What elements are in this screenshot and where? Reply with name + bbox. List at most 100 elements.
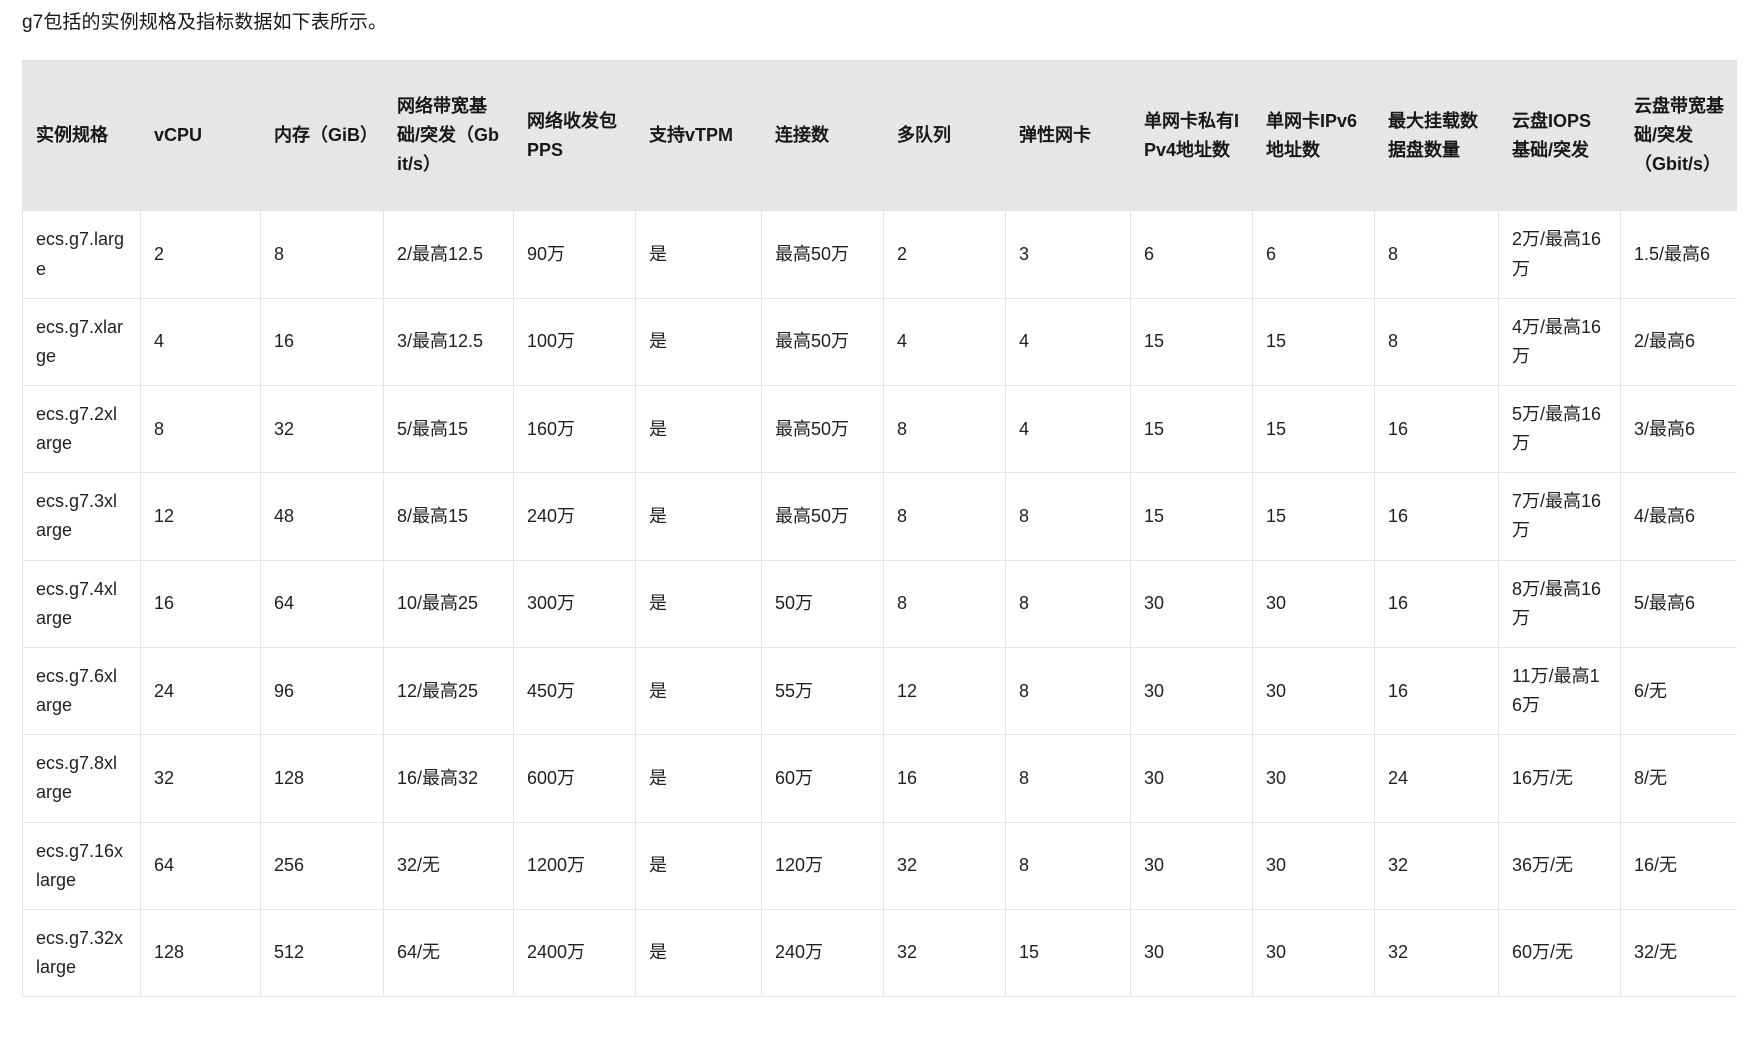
cell-vtpm-support: 是 xyxy=(635,821,762,910)
cell-disk-iops: 7万/最高16万 xyxy=(1498,472,1621,561)
cell-vcpu: 8 xyxy=(140,385,261,474)
column-header-multi-queue: 多队列 xyxy=(883,60,1006,212)
cell-connections: 60万 xyxy=(761,734,884,823)
cell-network-bandwidth: 8/最高15 xyxy=(383,472,514,561)
cell-instance-type: ecs.g7.3xlarge xyxy=(22,472,141,561)
column-header-network-pps: 网络收发包PPS xyxy=(513,60,636,212)
cell-vtpm-support: 是 xyxy=(635,210,762,299)
cell-vtpm-support: 是 xyxy=(635,472,762,561)
cell-elastic-nic: 8 xyxy=(1005,734,1131,823)
cell-vtpm-support: 是 xyxy=(635,385,762,474)
cell-max-data-disks: 16 xyxy=(1374,472,1499,561)
cell-ipv6-per-nic: 30 xyxy=(1252,646,1375,736)
cell-disk-bandwidth: 16/无 xyxy=(1620,821,1737,910)
cell-multi-queue: 4 xyxy=(883,297,1006,387)
table-body: ecs.g7.large 2 8 2/最高12.5 90万是最高50万 2 3 6 6 8 2万/最… xyxy=(22,210,1737,998)
table-header: 实例规格 vCPU 内存（GiB） 网络带宽基础/突发（Gbit/s） 网络收发… xyxy=(22,60,1737,212)
cell-disk-iops: 16万/无 xyxy=(1498,734,1621,823)
cell-network-bandwidth: 12/最高25 xyxy=(383,646,514,736)
cell-vtpm-support: 是 xyxy=(635,646,762,736)
table-row: ecs.g7.xlarge 4 16 3/最高12.5 100万是最高50万 4 4 15 15… xyxy=(22,297,1737,387)
cell-connections: 最高50万 xyxy=(761,297,884,387)
cell-ipv6-per-nic: 15 xyxy=(1252,472,1375,561)
cell-ipv6-per-nic: 15 xyxy=(1252,385,1375,474)
table-row: ecs.g7.32xlarge 128 512 64/无 2400万是 240万 32 15 3… xyxy=(22,908,1737,998)
cell-vtpm-support: 是 xyxy=(635,734,762,823)
cell-vcpu: 24 xyxy=(140,646,261,736)
table-row: ecs.g7.8xlarge 32 128 16/最高32 600万是 60万 16 8 30 3… xyxy=(22,734,1737,823)
cell-connections: 55万 xyxy=(761,646,884,736)
cell-ipv4-per-nic: 30 xyxy=(1130,821,1253,910)
column-header-connections: 连接数 xyxy=(761,60,884,212)
cell-ipv4-per-nic: 6 xyxy=(1130,210,1253,299)
cell-vcpu: 16 xyxy=(140,559,261,648)
intro-paragraph: g7包括的实例规格及指标数据如下表所示。 xyxy=(22,12,388,33)
cell-network-pps: 1200万 xyxy=(513,821,636,910)
cell-vcpu: 64 xyxy=(140,821,261,910)
cell-memory: 32 xyxy=(260,385,384,474)
table-header-row: 实例规格 vCPU 内存（GiB） 网络带宽基础/突发（Gbit/s） 网络收发… xyxy=(22,60,1737,212)
cell-memory: 64 xyxy=(260,559,384,648)
cell-ipv6-per-nic: 30 xyxy=(1252,821,1375,910)
cell-ipv6-per-nic: 30 xyxy=(1252,734,1375,823)
cell-network-bandwidth: 5/最高15 xyxy=(383,385,514,474)
cell-vcpu: 128 xyxy=(140,908,261,998)
cell-elastic-nic: 8 xyxy=(1005,559,1131,648)
cell-ipv6-per-nic: 30 xyxy=(1252,559,1375,648)
cell-multi-queue: 32 xyxy=(883,821,1006,910)
cell-disk-bandwidth: 1.5/最高6 xyxy=(1620,210,1737,299)
cell-memory: 512 xyxy=(260,908,384,998)
column-header-memory: 内存（GiB） xyxy=(260,60,384,212)
cell-vtpm-support: 是 xyxy=(635,297,762,387)
cell-vcpu: 32 xyxy=(140,734,261,823)
cell-network-pps: 90万 xyxy=(513,210,636,299)
cell-disk-bandwidth: 5/最高6 xyxy=(1620,559,1737,648)
cell-disk-bandwidth: 3/最高6 xyxy=(1620,385,1737,474)
cell-disk-iops: 11万/最高16万 xyxy=(1498,646,1621,736)
cell-disk-iops: 8万/最高16万 xyxy=(1498,559,1621,648)
column-header-disk-iops: 云盘IOPS基础/突发 xyxy=(1498,60,1621,212)
cell-elastic-nic: 3 xyxy=(1005,210,1131,299)
cell-memory: 256 xyxy=(260,821,384,910)
cell-max-data-disks: 16 xyxy=(1374,385,1499,474)
cell-connections: 最高50万 xyxy=(761,472,884,561)
cell-disk-bandwidth: 8/无 xyxy=(1620,734,1737,823)
cell-disk-bandwidth: 4/最高6 xyxy=(1620,472,1737,561)
table-row: ecs.g7.6xlarge 24 96 12/最高25 450万是 55万 12 8 30 30… xyxy=(22,646,1737,736)
column-header-ipv6-per-nic: 单网卡IPv6地址数 xyxy=(1252,60,1375,212)
column-header-max-data-disks: 最大挂载数据盘数量 xyxy=(1374,60,1499,212)
cell-ipv4-per-nic: 30 xyxy=(1130,559,1253,648)
cell-elastic-nic: 8 xyxy=(1005,646,1131,736)
instance-spec-table: 实例规格 vCPU 内存（GiB） 网络带宽基础/突发（Gbit/s） 网络收发… xyxy=(22,60,1737,998)
cell-memory: 8 xyxy=(260,210,384,299)
cell-max-data-disks: 32 xyxy=(1374,908,1499,998)
cell-instance-type: ecs.g7.4xlarge xyxy=(22,559,141,648)
column-header-elastic-nic: 弹性网卡 xyxy=(1005,60,1131,212)
cell-elastic-nic: 15 xyxy=(1005,908,1131,998)
table-row: ecs.g7.2xlarge 8 32 5/最高15 160万是最高50万 8 4 15 15 1… xyxy=(22,385,1737,474)
cell-elastic-nic: 8 xyxy=(1005,472,1131,561)
cell-ipv4-per-nic: 30 xyxy=(1130,734,1253,823)
column-header-vtpm-support: 支持vTPM xyxy=(635,60,762,212)
table-row: ecs.g7.16xlarge 64 256 32/无 1200万是 120万 32 8 30 3… xyxy=(22,821,1737,910)
cell-disk-iops: 5万/最高16万 xyxy=(1498,385,1621,474)
cell-network-bandwidth: 32/无 xyxy=(383,821,514,910)
cell-ipv6-per-nic: 6 xyxy=(1252,210,1375,299)
cell-network-pps: 100万 xyxy=(513,297,636,387)
cell-network-bandwidth: 16/最高32 xyxy=(383,734,514,823)
cell-ipv4-per-nic: 15 xyxy=(1130,472,1253,561)
table-row: ecs.g7.3xlarge 12 48 8/最高15 240万是最高50万 8 8 15 15… xyxy=(22,472,1737,561)
cell-disk-bandwidth: 6/无 xyxy=(1620,646,1737,736)
cell-network-bandwidth: 64/无 xyxy=(383,908,514,998)
cell-max-data-disks: 24 xyxy=(1374,734,1499,823)
cell-ipv6-per-nic: 30 xyxy=(1252,908,1375,998)
cell-elastic-nic: 8 xyxy=(1005,821,1131,910)
cell-max-data-disks: 32 xyxy=(1374,821,1499,910)
cell-multi-queue: 8 xyxy=(883,559,1006,648)
cell-ipv4-per-nic: 15 xyxy=(1130,385,1253,474)
cell-network-pps: 240万 xyxy=(513,472,636,561)
cell-multi-queue: 8 xyxy=(883,385,1006,474)
cell-max-data-disks: 8 xyxy=(1374,210,1499,299)
cell-multi-queue: 2 xyxy=(883,210,1006,299)
